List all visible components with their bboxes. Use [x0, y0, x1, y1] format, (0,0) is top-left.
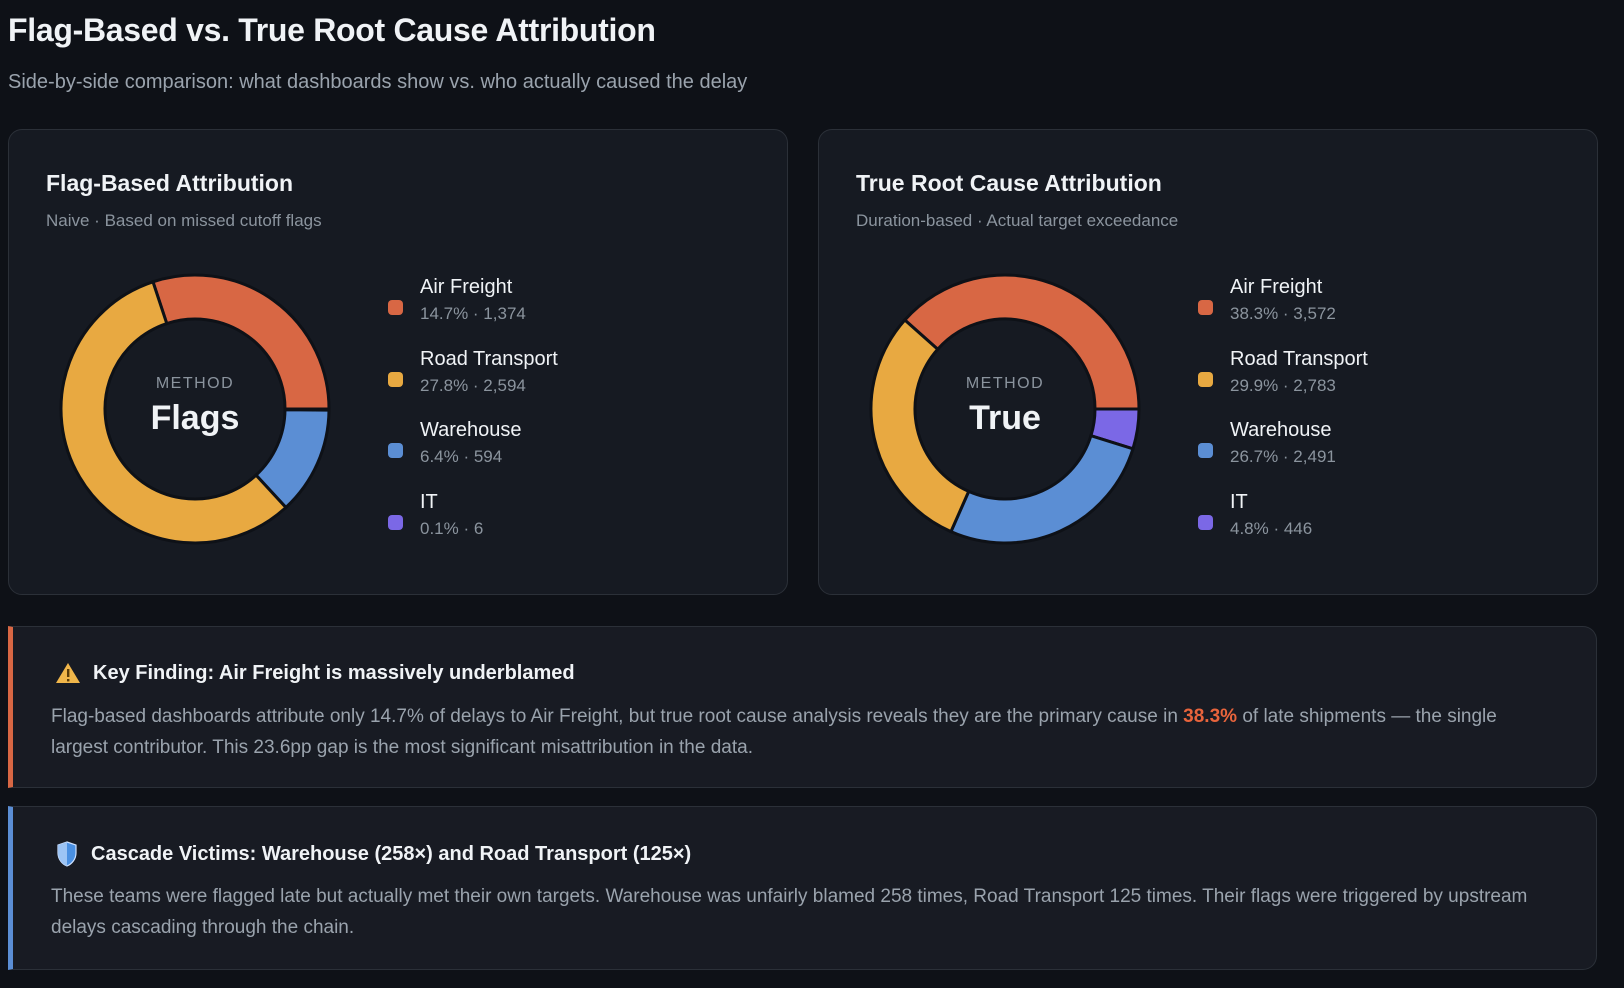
- card-subtitle: Duration-based · Actual target exceedanc…: [856, 211, 1179, 230]
- finding-body: Flag-based dashboards attribute only 14.…: [51, 701, 1556, 763]
- card-title: True Root Cause Attribution: [856, 170, 1162, 196]
- shield-icon: [57, 841, 77, 867]
- flag-based-card: Flag-Based Attribution Naive · Based on …: [8, 129, 788, 595]
- legend-label: Air Freight: [420, 276, 513, 298]
- donut-center: METHOD Flags: [59, 273, 331, 545]
- key-finding-callout: Key Finding: Air Freight is massively un…: [8, 626, 1597, 788]
- card-title: Flag-Based Attribution: [46, 170, 294, 196]
- legend-label: Air Freight: [1230, 276, 1323, 298]
- legend-item: IT 4.8% · 446: [1198, 490, 1368, 562]
- donut-chart: [869, 273, 1141, 545]
- legend-item: Road Transport 29.9% · 2,783: [1198, 347, 1368, 419]
- center-value: Flags: [150, 399, 240, 437]
- legend-label: IT: [420, 490, 438, 513]
- page-subtitle: Side-by-side comparison: what dashboards…: [8, 71, 748, 93]
- center-value: True: [969, 399, 1041, 437]
- legend-item: Air Freight 14.7% · 1,374: [388, 275, 558, 347]
- donut-slice-road-transport: [59, 279, 289, 545]
- legend-swatch: [1198, 443, 1213, 458]
- legend-label: Road Transport: [420, 347, 558, 370]
- legend-swatch: [1198, 514, 1213, 530]
- donut-slice-air-freight: [902, 273, 1141, 411]
- center-label: METHOD: [965, 375, 1045, 392]
- finding-body: These teams were flagged late but actual…: [51, 886, 1528, 938]
- legend: Air Freight 38.3% · 3,572 Road Transport 29…: [1198, 275, 1368, 561]
- legend-swatch: [388, 300, 403, 315]
- legend-stat: 29.9% · 2,783: [1230, 375, 1336, 395]
- legend-stat: 14.7% · 1,374: [420, 304, 526, 323]
- legend-swatch: [388, 514, 403, 530]
- body-text: Flag-based dashboards attribute only 14.…: [51, 706, 1184, 727]
- legend-swatch: [1198, 300, 1213, 315]
- highlight-value: 38.3%: [1183, 706, 1238, 727]
- legend-label: IT: [1230, 490, 1248, 513]
- legend-stat: 4.8% · 446: [1230, 518, 1313, 538]
- legend-label: Warehouse: [420, 419, 522, 441]
- legend-item: Air Freight 38.3% · 3,572: [1198, 275, 1368, 347]
- warning-icon: [56, 663, 80, 683]
- legend-stat: 0.1% · 6: [420, 518, 484, 538]
- finding-title: Key Finding: Air Freight is massively un…: [93, 661, 575, 684]
- legend-item: Warehouse 26.7% · 2,491: [1198, 418, 1368, 490]
- legend-label: Road Transport: [1230, 347, 1368, 370]
- legend-swatch: [388, 443, 403, 458]
- body-text: of late shipments — the single largest c…: [51, 706, 1497, 758]
- legend-swatch: [1198, 371, 1213, 387]
- page-title: Flag-Based vs. True Root Cause Attributi…: [8, 12, 656, 48]
- donut-center: METHOD True: [869, 273, 1141, 545]
- donut-slice-road-transport: [869, 317, 971, 534]
- center-label: METHOD: [155, 375, 235, 392]
- legend-stat: 6.4% · 594: [420, 447, 503, 466]
- legend-item: Warehouse 6.4% · 594: [388, 418, 558, 490]
- legend: Air Freight 14.7% · 1,374 Road Transport 27…: [388, 275, 558, 561]
- legend-swatch: [388, 371, 403, 387]
- legend-label: Warehouse: [1230, 419, 1332, 441]
- legend-stat: 27.8% · 2,594: [420, 375, 526, 395]
- donut-chart: [59, 273, 331, 545]
- true-root-cause-card: True Root Cause Attribution Duration-bas…: [818, 129, 1598, 595]
- finding-title: Cascade Victims: Warehouse (258×) and Ro…: [91, 842, 692, 865]
- legend-stat: 26.7% · 2,491: [1230, 447, 1336, 466]
- cascade-victims-callout: Cascade Victims: Warehouse (258×) and Ro…: [8, 806, 1597, 970]
- card-subtitle: Naive · Based on missed cutoff flags: [46, 211, 322, 230]
- legend-item: IT 0.1% · 6: [388, 490, 558, 562]
- legend-stat: 38.3% · 3,572: [1230, 304, 1336, 323]
- legend-item: Road Transport 27.8% · 2,594: [388, 347, 558, 419]
- donut-slice-air-freight: [151, 273, 331, 411]
